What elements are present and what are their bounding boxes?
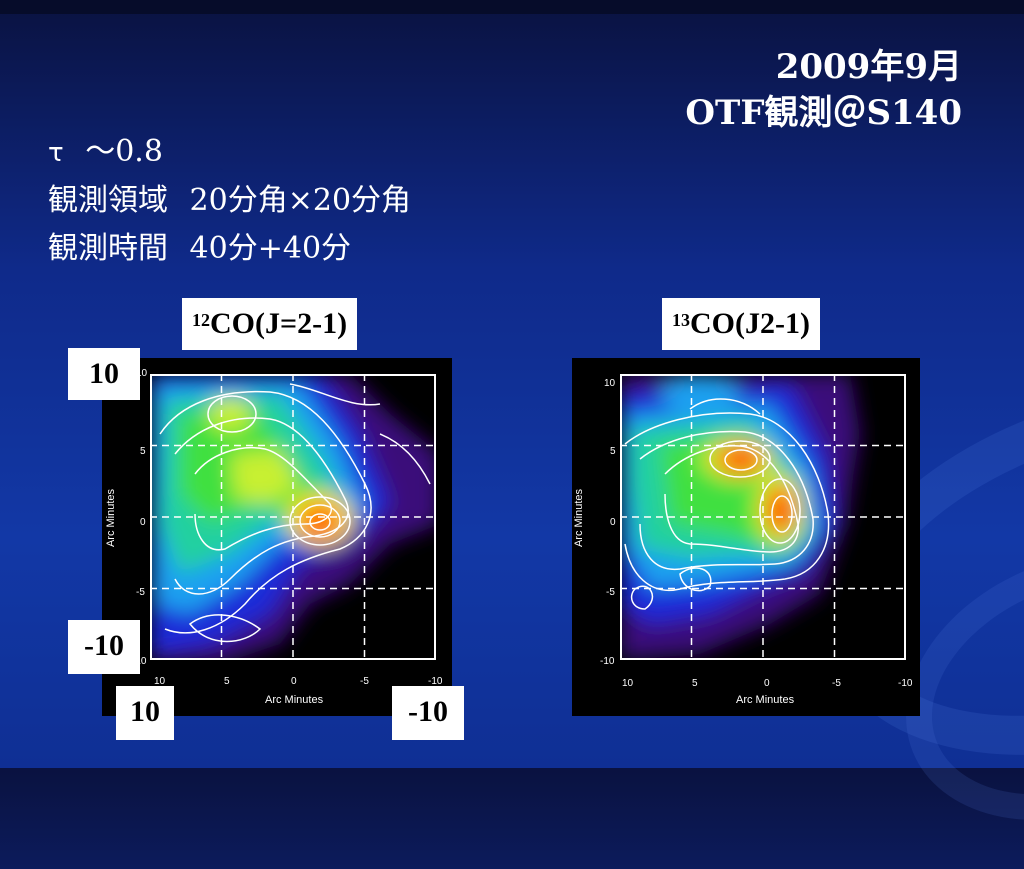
x-axis-label: Arc Minutes	[736, 694, 795, 706]
y-tick: -10	[600, 656, 615, 667]
top-band	[0, 0, 1024, 14]
param-value: 20分角×20分角	[189, 183, 412, 218]
slide-title: 2009年9月 OTF観測＠S140	[685, 44, 962, 136]
x-tick: -10	[898, 678, 913, 689]
y-tick: 0	[610, 517, 616, 528]
param-row-tau: τ ～0.8	[48, 128, 411, 177]
x-range-left-label: 10	[116, 686, 174, 740]
y-range-top-label: 10	[68, 348, 140, 400]
isotope-superscript: 12	[192, 310, 210, 330]
map-label-12co: 12CO(J=2-1)	[182, 298, 358, 350]
y-axis-label: Arc Minutes	[105, 488, 118, 548]
map-label-13co: 13CO(J2-1)	[662, 298, 820, 350]
title-line-date: 2009年9月	[775, 47, 962, 87]
intensity-map-13co	[620, 374, 906, 660]
map-plot-area	[150, 374, 436, 660]
y-range-bottom-label: -10	[68, 620, 140, 674]
observation-parameters: τ ～0.8 観測領域 20分角×20分角 観測時間 40分+40分	[48, 128, 411, 273]
x-tick: -5	[832, 678, 841, 689]
x-range-right-label: -10	[392, 686, 464, 740]
param-row-time: 観測時間 40分+40分	[48, 225, 411, 273]
map-13co: 10 5 0 -5 -10 10 5 0 -5 -10 Arc Minutes …	[572, 358, 920, 716]
x-tick: 10	[622, 678, 634, 689]
x-tick: -5	[360, 676, 369, 687]
x-tick: 10	[154, 676, 166, 687]
title-line-observation: OTF観測＠S140	[685, 93, 962, 133]
param-row-area: 観測領域 20分角×20分角	[48, 177, 411, 225]
x-tick: 5	[224, 676, 230, 687]
x-tick: 5	[692, 678, 698, 689]
y-tick: 10	[604, 378, 616, 389]
y-tick: 5	[140, 446, 146, 457]
param-key: 観測領域	[48, 183, 168, 218]
param-key: τ	[48, 138, 64, 168]
y-tick: 10	[136, 368, 148, 379]
y-axis-label: Arc Minutes	[573, 488, 586, 548]
map-12co: 10 5 0 -5 -10 10 5 0 -5 -10 Arc Minutes …	[102, 358, 452, 716]
y-tick: 5	[610, 446, 616, 457]
line-transition: CO(J2-1)	[690, 307, 810, 340]
y-tick: 0	[140, 517, 146, 528]
y-tick: -5	[606, 587, 615, 598]
map-plot-area	[620, 374, 906, 660]
param-value: ～0.8	[85, 134, 163, 169]
param-value: 40分+40分	[189, 231, 352, 266]
isotope-superscript: 13	[672, 310, 690, 330]
line-transition: CO(J=2-1)	[210, 307, 348, 340]
y-tick: -5	[136, 587, 145, 598]
intensity-map-12co	[150, 374, 436, 660]
x-tick: 0	[764, 678, 770, 689]
param-key: 観測時間	[48, 231, 168, 266]
x-tick: -10	[428, 676, 443, 687]
x-axis-label: Arc Minutes	[265, 694, 324, 706]
x-tick: 0	[291, 676, 297, 687]
